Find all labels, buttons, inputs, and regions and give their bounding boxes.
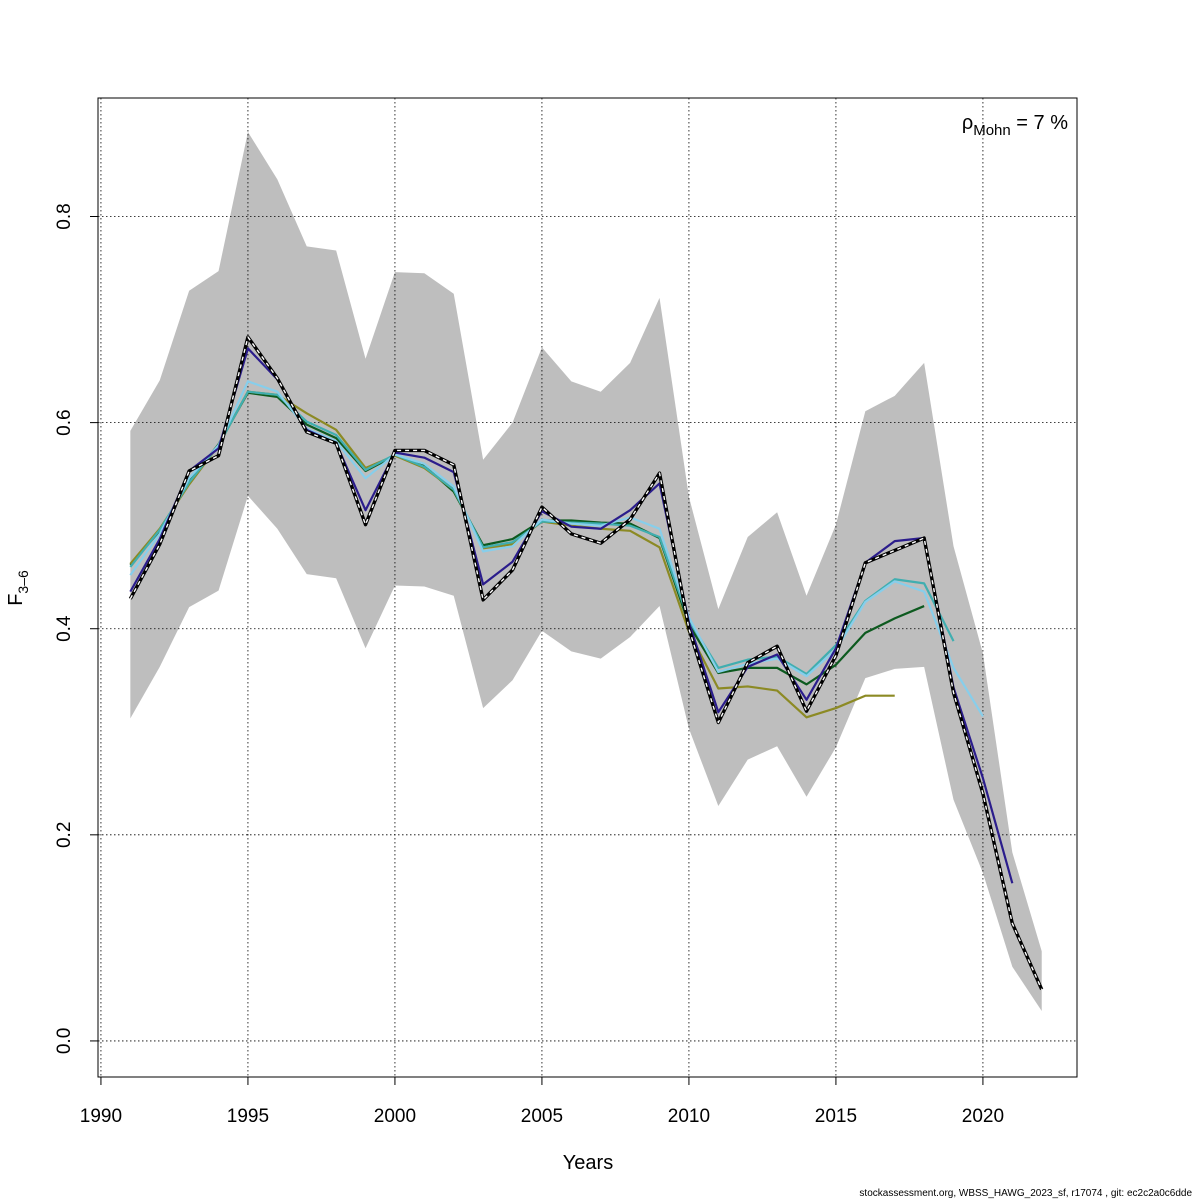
- y-axis-title-main: F: [5, 594, 27, 606]
- x-tick-label: 2010: [668, 1106, 710, 1127]
- mohn-rho-annotation: ρMohn = 7 %: [962, 112, 1068, 139]
- y-tick-label: 0.0: [54, 1028, 75, 1054]
- mohn-rho-symbol: ρ: [962, 112, 973, 134]
- y-axis-title-sub: 3–6: [15, 570, 31, 594]
- y-tick-label: 0.6: [54, 409, 75, 435]
- series-line-2: [129, 390, 955, 676]
- x-axis: 1990 1995 2000 2005 2010 2015 2020: [80, 1076, 1004, 1127]
- confidence-band-layer: [130, 132, 1042, 1012]
- series-line-5-base: [128, 335, 1044, 991]
- y-axis-title: F3–6: [5, 570, 31, 606]
- x-tick-label: 1990: [80, 1106, 122, 1127]
- footer-credit: stockassessment.org, WBSS_HAWG_2023_sf, …: [859, 1188, 1192, 1199]
- mohn-rho-subscript: Mohn: [973, 122, 1011, 139]
- x-tick-label: 2000: [374, 1106, 416, 1127]
- x-tick-label: 2015: [815, 1106, 857, 1127]
- x-tick-label: 2020: [962, 1106, 1004, 1127]
- mohn-rho-value: = 7 %: [1011, 112, 1068, 134]
- x-tick-label: 1995: [227, 1106, 269, 1127]
- x-axis-title: Years: [563, 1152, 613, 1174]
- confidence-band: [130, 132, 1042, 1012]
- grid-layer: [98, 98, 1077, 1077]
- x-tick-label: 2005: [521, 1106, 563, 1127]
- y-axis: 0.0 0.2 0.4 0.6 0.8: [54, 203, 99, 1054]
- y-tick-label: 0.2: [54, 822, 75, 848]
- y-tick-label: 0.4: [54, 615, 75, 642]
- y-tick-label: 0.8: [54, 203, 75, 229]
- series-layer: [128, 335, 1044, 991]
